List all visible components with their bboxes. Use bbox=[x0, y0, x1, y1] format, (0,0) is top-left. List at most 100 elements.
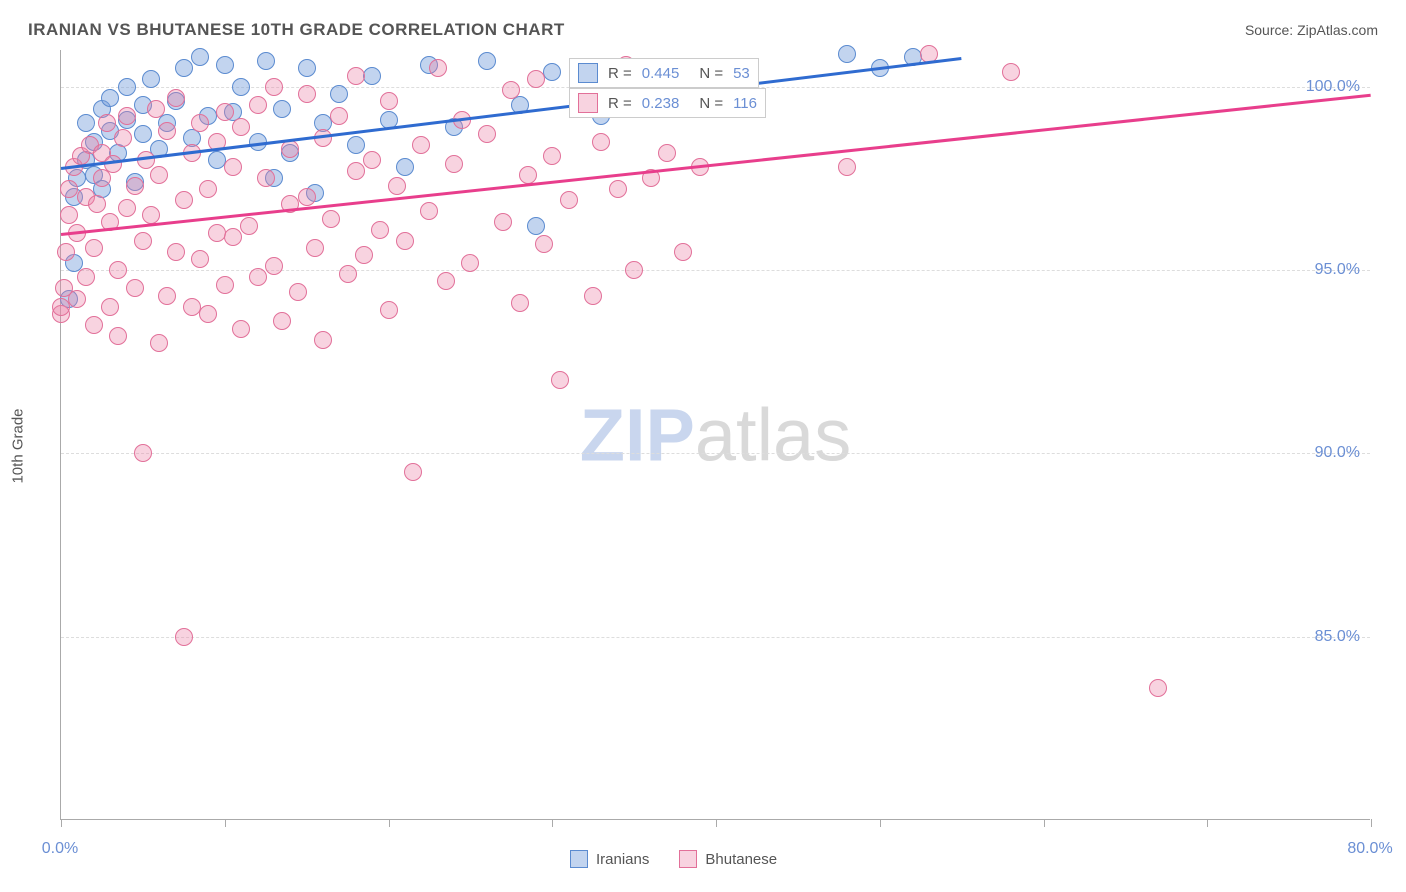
data-point bbox=[478, 125, 496, 143]
data-point bbox=[88, 195, 106, 213]
data-point bbox=[175, 59, 193, 77]
y-tick-label: 90.0% bbox=[1315, 444, 1360, 462]
data-point bbox=[147, 100, 165, 118]
data-point bbox=[380, 301, 398, 319]
data-point bbox=[584, 287, 602, 305]
data-point bbox=[150, 334, 168, 352]
data-point bbox=[527, 70, 545, 88]
data-point bbox=[388, 177, 406, 195]
data-point bbox=[371, 221, 389, 239]
data-point bbox=[118, 78, 136, 96]
data-point bbox=[142, 70, 160, 88]
r-value: 0.445 bbox=[642, 65, 680, 82]
data-point bbox=[126, 177, 144, 195]
data-point bbox=[118, 107, 136, 125]
data-point bbox=[101, 89, 119, 107]
data-point bbox=[437, 272, 455, 290]
data-point bbox=[838, 158, 856, 176]
data-point bbox=[199, 305, 217, 323]
data-point bbox=[347, 67, 365, 85]
data-point bbox=[363, 151, 381, 169]
data-point bbox=[208, 224, 226, 242]
data-point bbox=[216, 56, 234, 74]
legend-label: Iranians bbox=[596, 851, 649, 868]
watermark: ZIPatlas bbox=[580, 392, 851, 477]
data-point bbox=[429, 59, 447, 77]
data-point bbox=[461, 254, 479, 272]
data-point bbox=[167, 243, 185, 261]
legend-item: Bhutanese bbox=[679, 850, 777, 868]
data-point bbox=[543, 63, 561, 81]
data-point bbox=[232, 320, 250, 338]
data-point bbox=[289, 283, 307, 301]
data-point bbox=[126, 279, 144, 297]
x-tick bbox=[880, 819, 881, 827]
data-point bbox=[167, 89, 185, 107]
source-label: Source: ZipAtlas.com bbox=[1245, 22, 1378, 38]
data-point bbox=[134, 232, 152, 250]
x-tick bbox=[1207, 819, 1208, 827]
data-point bbox=[134, 125, 152, 143]
data-point bbox=[224, 158, 242, 176]
data-point bbox=[216, 103, 234, 121]
data-point bbox=[224, 228, 242, 246]
data-point bbox=[330, 85, 348, 103]
data-point bbox=[339, 265, 357, 283]
x-tick bbox=[716, 819, 717, 827]
title-bar: IRANIAN VS BHUTANESE 10TH GRADE CORRELAT… bbox=[28, 20, 1378, 40]
data-point bbox=[137, 151, 155, 169]
data-point bbox=[191, 250, 209, 268]
data-point bbox=[232, 78, 250, 96]
data-point bbox=[175, 191, 193, 209]
data-point bbox=[114, 129, 132, 147]
data-point bbox=[322, 210, 340, 228]
data-point bbox=[77, 114, 95, 132]
data-point bbox=[1149, 679, 1167, 697]
data-point bbox=[52, 298, 70, 316]
data-point bbox=[592, 133, 610, 151]
data-point bbox=[298, 59, 316, 77]
n-label: N = bbox=[699, 65, 723, 82]
data-point bbox=[142, 206, 160, 224]
data-point bbox=[249, 268, 267, 286]
data-point bbox=[412, 136, 430, 154]
data-point bbox=[68, 290, 86, 308]
data-point bbox=[306, 239, 324, 257]
x-tick bbox=[1044, 819, 1045, 827]
data-point bbox=[560, 191, 578, 209]
data-point bbox=[625, 261, 643, 279]
data-point bbox=[77, 268, 95, 286]
data-point bbox=[396, 232, 414, 250]
legend: Iranians Bhutanese bbox=[570, 850, 777, 868]
series-swatch bbox=[578, 63, 598, 83]
data-point bbox=[519, 166, 537, 184]
data-point bbox=[527, 217, 545, 235]
chart-title: IRANIAN VS BHUTANESE 10TH GRADE CORRELAT… bbox=[28, 20, 565, 40]
data-point bbox=[658, 144, 676, 162]
legend-swatch bbox=[570, 850, 588, 868]
data-point bbox=[273, 100, 291, 118]
r-value: 0.238 bbox=[642, 95, 680, 112]
data-point bbox=[249, 96, 267, 114]
data-point bbox=[232, 118, 250, 136]
data-point bbox=[511, 294, 529, 312]
data-point bbox=[314, 331, 332, 349]
data-point bbox=[175, 628, 193, 646]
data-point bbox=[396, 158, 414, 176]
data-point bbox=[551, 371, 569, 389]
data-point bbox=[265, 257, 283, 275]
n-value: 53 bbox=[733, 65, 750, 82]
data-point bbox=[257, 169, 275, 187]
r-label: R = bbox=[608, 65, 632, 82]
data-point bbox=[298, 85, 316, 103]
series-swatch bbox=[578, 93, 598, 113]
legend-label: Bhutanese bbox=[705, 851, 777, 868]
data-point bbox=[208, 151, 226, 169]
data-point bbox=[380, 92, 398, 110]
x-tick-label: 0.0% bbox=[42, 840, 78, 858]
y-axis-label: 10th Grade bbox=[10, 408, 27, 483]
data-point bbox=[240, 217, 258, 235]
x-tick bbox=[225, 819, 226, 827]
data-point bbox=[535, 235, 553, 253]
data-point bbox=[609, 180, 627, 198]
